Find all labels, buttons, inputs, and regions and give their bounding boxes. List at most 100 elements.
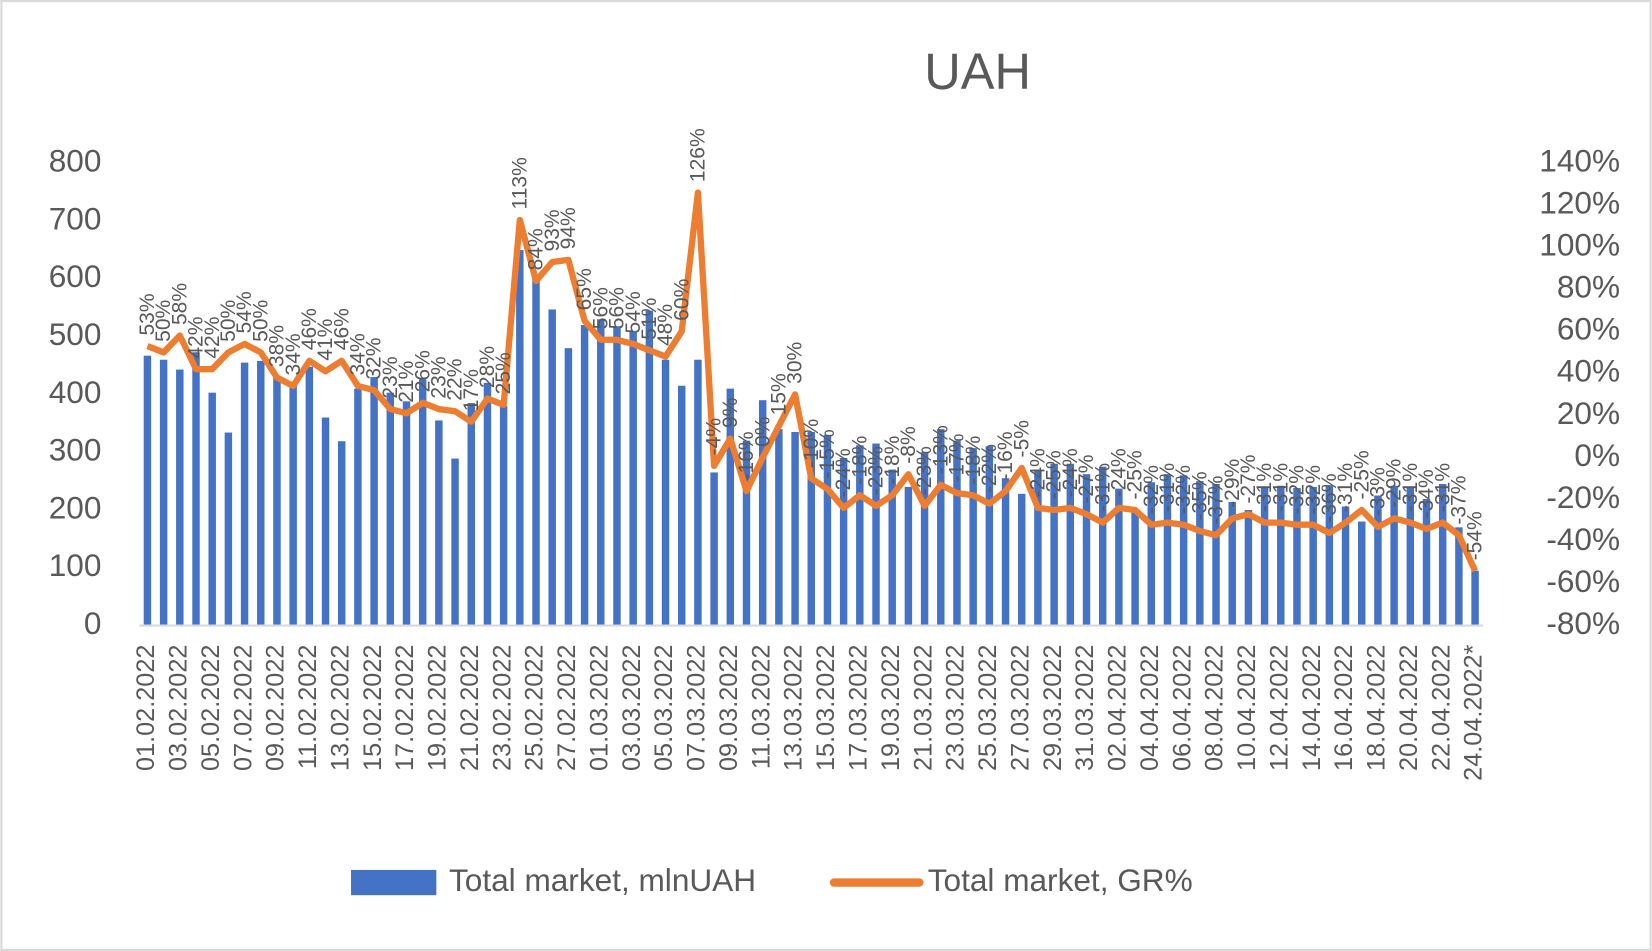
bar bbox=[678, 385, 686, 626]
y-tick-label: 400 bbox=[49, 374, 102, 410]
bar bbox=[1341, 506, 1350, 626]
x-tick-label: 29.03.2022 bbox=[1039, 645, 1067, 771]
x-tick-label: 22.04.2022 bbox=[1427, 645, 1455, 771]
bar bbox=[386, 392, 395, 626]
data-label: 50% bbox=[152, 300, 175, 342]
bar bbox=[1050, 463, 1058, 626]
data-label: -15% bbox=[816, 429, 839, 478]
data-label: -34% bbox=[1415, 469, 1438, 518]
bar bbox=[273, 377, 281, 626]
y2-tick-label: -60% bbox=[1546, 563, 1620, 599]
bar bbox=[1034, 469, 1042, 626]
data-label: 30% bbox=[784, 342, 807, 384]
data-label: -25% bbox=[1124, 450, 1147, 499]
bar bbox=[564, 348, 573, 626]
data-label: 54% bbox=[622, 291, 645, 333]
data-label: 54% bbox=[233, 291, 256, 333]
data-label: -25% bbox=[1043, 450, 1066, 499]
y-tick-label: 700 bbox=[49, 200, 102, 236]
data-label: 53% bbox=[136, 293, 159, 335]
bar bbox=[1001, 478, 1010, 626]
x-tick-label: 01.02.2022 bbox=[132, 645, 160, 771]
data-label: -8% bbox=[897, 426, 920, 463]
bar bbox=[321, 417, 330, 626]
data-label: -5% bbox=[1010, 420, 1033, 457]
bar bbox=[694, 359, 702, 626]
x-tick-label: 13.02.2022 bbox=[326, 645, 354, 771]
data-label: -32% bbox=[1302, 465, 1325, 514]
data-label: 38% bbox=[266, 325, 289, 367]
bar bbox=[1018, 493, 1026, 626]
bar bbox=[969, 448, 977, 626]
bar bbox=[1260, 486, 1269, 626]
y2-tick-label: 60% bbox=[1557, 311, 1620, 347]
data-label: 32% bbox=[363, 338, 386, 380]
data-label: 9% bbox=[719, 398, 742, 428]
data-label: 84% bbox=[525, 228, 548, 270]
data-label: -24% bbox=[1027, 448, 1050, 497]
bar bbox=[597, 319, 605, 626]
data-label: 46% bbox=[298, 308, 321, 350]
bar bbox=[758, 400, 767, 626]
bar bbox=[548, 309, 556, 626]
bar bbox=[791, 431, 799, 626]
bar bbox=[726, 388, 735, 626]
data-label: 65% bbox=[573, 268, 596, 310]
x-tick-label: 23.03.2022 bbox=[942, 645, 970, 771]
data-label: 50% bbox=[249, 300, 272, 342]
x-tick-label: 12.04.2022 bbox=[1265, 645, 1293, 771]
data-label: 56% bbox=[589, 287, 612, 329]
bar bbox=[823, 434, 832, 626]
data-label: 58% bbox=[168, 283, 191, 325]
legend-label: Total market, GR% bbox=[928, 862, 1193, 898]
bar bbox=[1228, 501, 1236, 626]
x-tick-label: 07.03.2022 bbox=[683, 645, 711, 771]
y2-tick-label: 100% bbox=[1539, 227, 1620, 263]
x-tick-label: 04.04.2022 bbox=[1136, 645, 1164, 771]
bar bbox=[289, 385, 297, 626]
x-tick-label: 17.03.2022 bbox=[844, 645, 872, 771]
data-label: -31% bbox=[1269, 463, 1292, 512]
bar bbox=[1115, 488, 1123, 626]
bar bbox=[1131, 509, 1139, 626]
x-tick-label: 09.03.2022 bbox=[715, 645, 743, 771]
x-tick-label: 03.03.2022 bbox=[618, 645, 646, 771]
x-tick-label: 23.02.2022 bbox=[488, 645, 516, 771]
data-label: -32% bbox=[1140, 465, 1163, 514]
data-label: 50% bbox=[217, 300, 240, 342]
y2-tick-label: 20% bbox=[1557, 395, 1620, 431]
data-label: -4% bbox=[703, 418, 726, 455]
x-tick-label: 01.03.2022 bbox=[585, 645, 613, 771]
data-label: -17% bbox=[946, 434, 969, 483]
x-tick-label: 21.03.2022 bbox=[909, 645, 937, 771]
data-label: 34% bbox=[282, 333, 305, 375]
bar bbox=[338, 441, 346, 626]
data-label: 93% bbox=[541, 209, 564, 251]
x-tick-label: 07.02.2022 bbox=[229, 645, 257, 771]
data-label: -31% bbox=[1091, 463, 1114, 512]
data-label: 94% bbox=[557, 207, 580, 249]
bar bbox=[1325, 485, 1334, 626]
data-label: 17% bbox=[460, 369, 483, 411]
bar bbox=[516, 249, 524, 626]
bar bbox=[1358, 521, 1366, 626]
y2-tick-label: 40% bbox=[1557, 353, 1620, 389]
bar bbox=[402, 401, 411, 626]
x-tick-label: 09.02.2022 bbox=[262, 645, 290, 771]
bar bbox=[888, 469, 896, 626]
x-tick-label: 11.03.2022 bbox=[747, 645, 775, 770]
bar bbox=[775, 429, 783, 626]
bar bbox=[192, 352, 200, 626]
x-tick-label: 21.02.2022 bbox=[456, 645, 484, 771]
data-label: -54% bbox=[1464, 511, 1487, 560]
bar bbox=[710, 472, 718, 626]
y-tick-label: 0 bbox=[84, 605, 102, 641]
data-label: 48% bbox=[654, 304, 677, 346]
bar bbox=[1309, 486, 1317, 626]
line bbox=[146, 189, 1478, 573]
bar bbox=[1422, 499, 1431, 626]
bar bbox=[1066, 463, 1075, 626]
bar bbox=[451, 458, 459, 626]
data-label: -24% bbox=[832, 448, 855, 497]
bar bbox=[1244, 509, 1253, 626]
